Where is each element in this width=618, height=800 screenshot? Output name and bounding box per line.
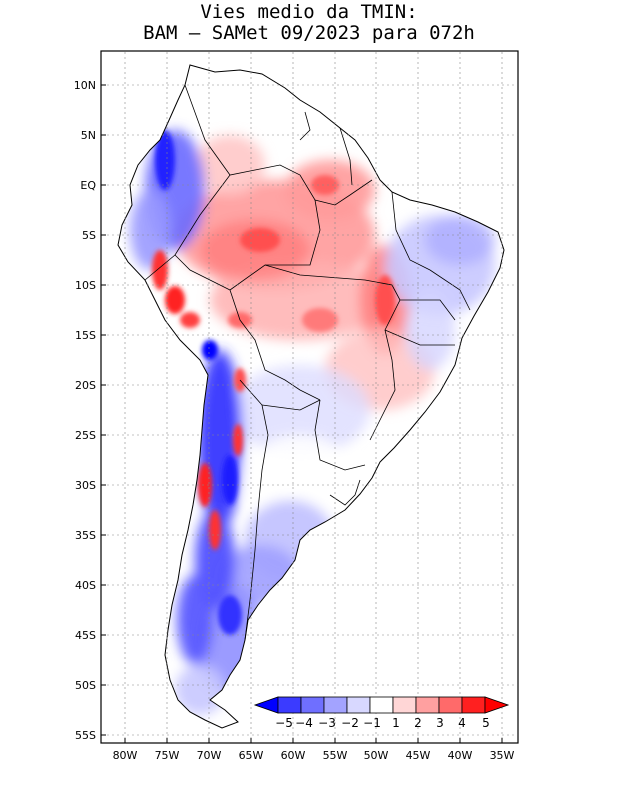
colorbar-arrow-right	[484, 696, 510, 714]
colorbar-label: 5	[482, 716, 490, 730]
lat-label: EQ	[80, 179, 96, 192]
colorbar	[253, 696, 510, 714]
lon-label: 55W	[323, 749, 348, 762]
title-line-2: BAM – SAMet 09/2023 para 072h	[143, 22, 475, 44]
title-line-1: Vies medio da TMIN:	[200, 1, 418, 23]
lat-label: 5S	[82, 229, 96, 242]
colorbar-label: 1	[392, 716, 400, 730]
colorbar-label: 2	[414, 716, 422, 730]
colorbar-label: −2	[341, 716, 359, 730]
lon-label: 75W	[155, 749, 180, 762]
lat-label: 10S	[75, 279, 96, 292]
colorbar-box	[300, 696, 325, 714]
colorbar-box	[346, 696, 371, 714]
colorbar-box	[323, 696, 348, 714]
lon-label: 35W	[490, 749, 515, 762]
lon-label: 80W	[113, 749, 138, 762]
colorbar-label: −5	[275, 716, 293, 730]
colorbar-box	[369, 696, 394, 714]
graticule	[102, 52, 517, 742]
colorbar-labels: −5 −4 −3 −2 −1 1 2 3 4 5	[275, 716, 490, 730]
lat-label: 20S	[75, 379, 96, 392]
lon-label: 50W	[364, 749, 389, 762]
colorbar-box	[438, 696, 463, 714]
lon-label: 45W	[406, 749, 431, 762]
lat-label: 55S	[75, 729, 96, 742]
map-title: Vies medio da TMIN: BAM – SAMet 09/2023 …	[0, 2, 618, 44]
lat-label: 30S	[75, 479, 96, 492]
lon-label: 40W	[448, 749, 473, 762]
lat-label: 5N	[81, 129, 96, 142]
lon-label: 70W	[197, 749, 222, 762]
lat-label: 15S	[75, 329, 96, 342]
colorbar-box	[461, 696, 486, 714]
lat-labels: 10N 5N EQ 5S 10S 15S 20S 25S 30S 35S 40S…	[74, 79, 97, 742]
colorbar-label: −1	[363, 716, 381, 730]
colorbar-box	[277, 696, 302, 714]
lon-labels: 80W 75W 70W 65W 60W 55W 50W 45W 40W 35W	[113, 749, 515, 762]
lat-label: 35S	[75, 529, 96, 542]
colorbar-label: −4	[295, 716, 313, 730]
colorbar-label: 4	[458, 716, 466, 730]
lat-label: 50S	[75, 679, 96, 692]
lat-label: 45S	[75, 629, 96, 642]
colorbar-box	[392, 696, 417, 714]
colorbar-label: 3	[436, 716, 444, 730]
colorbar-box	[415, 696, 440, 714]
colorbar-label: −3	[318, 716, 336, 730]
borders	[117, 64, 505, 729]
lon-label: 60W	[281, 749, 306, 762]
lon-label: 65W	[239, 749, 264, 762]
lat-label: 10N	[74, 79, 96, 92]
lat-label: 25S	[75, 429, 96, 442]
lat-label: 40S	[75, 579, 96, 592]
tick-marks	[101, 84, 503, 743]
